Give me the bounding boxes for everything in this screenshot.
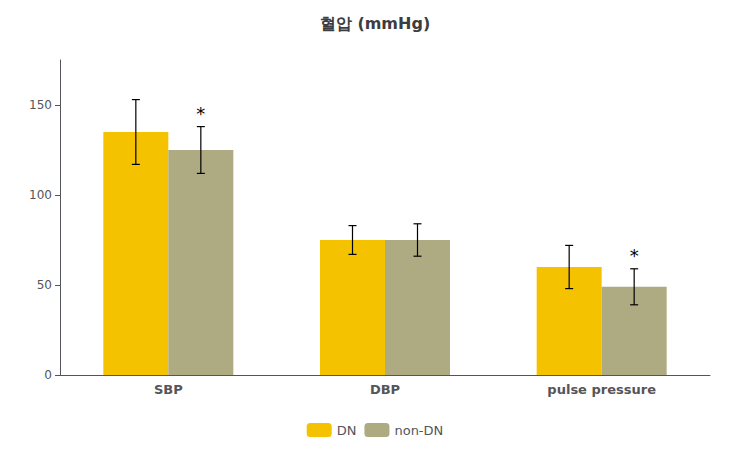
svg-text:0: 0 [44, 368, 52, 382]
svg-text:non-DN: non-DN [394, 423, 443, 438]
svg-text:*: * [630, 245, 639, 266]
svg-text:50: 50 [37, 278, 52, 292]
svg-text:SBP: SBP [154, 382, 183, 397]
svg-text:150: 150 [29, 98, 52, 112]
svg-text:100: 100 [29, 188, 52, 202]
svg-text:DN: DN [337, 423, 357, 438]
svg-text:*: * [196, 103, 205, 124]
svg-text:DBP: DBP [370, 382, 400, 397]
svg-text:혈압 (mmHg): 혈압 (mmHg) [320, 14, 430, 33]
svg-text:pulse pressure: pulse pressure [547, 382, 656, 397]
